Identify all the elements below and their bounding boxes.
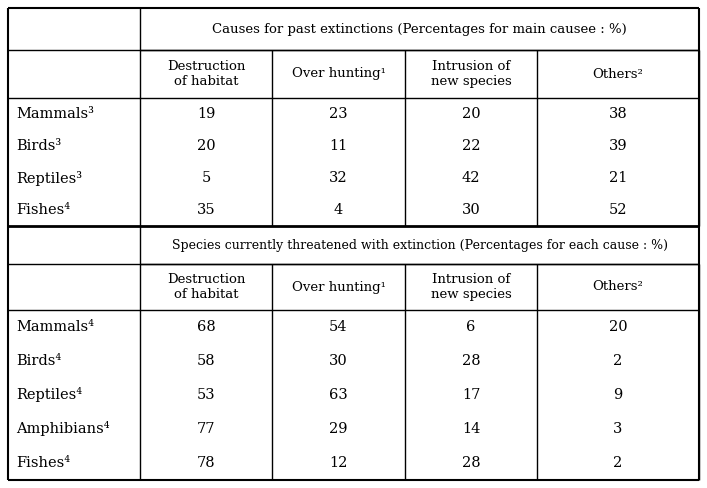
Text: Destruction
of habitat: Destruction of habitat [167,60,245,88]
Text: Over hunting¹: Over hunting¹ [291,67,385,81]
Text: 20: 20 [609,320,627,334]
Text: 6: 6 [467,320,476,334]
Text: 11: 11 [329,139,348,153]
Text: 68: 68 [197,320,216,334]
Text: 5: 5 [201,171,211,185]
Text: Causes for past extinctions (Percentages for main causee : %): Causes for past extinctions (Percentages… [212,22,627,36]
Text: Mammals⁴: Mammals⁴ [16,320,94,334]
Text: 17: 17 [462,388,480,402]
Text: Intrusion of
new species: Intrusion of new species [431,273,511,301]
Text: Over hunting¹: Over hunting¹ [291,281,385,293]
Text: Others²: Others² [592,67,643,81]
Text: 2: 2 [614,456,623,470]
Text: 53: 53 [197,388,216,402]
Text: 54: 54 [329,320,348,334]
Text: Fishes⁴: Fishes⁴ [16,203,70,217]
Text: 52: 52 [609,203,627,217]
Text: 77: 77 [197,422,215,436]
Text: 29: 29 [329,422,348,436]
Text: 58: 58 [197,354,216,368]
Text: 4: 4 [334,203,343,217]
Text: 21: 21 [609,171,627,185]
Text: Others²: Others² [592,281,643,293]
Text: 32: 32 [329,171,348,185]
Text: Reptiles³: Reptiles³ [16,170,82,185]
Text: 63: 63 [329,388,348,402]
Text: 22: 22 [462,139,480,153]
Text: 39: 39 [609,139,627,153]
Text: Amphibians⁴: Amphibians⁴ [16,422,110,436]
Text: 23: 23 [329,107,348,121]
Text: 30: 30 [462,203,480,217]
Text: 3: 3 [613,422,623,436]
Text: 28: 28 [462,456,480,470]
Text: Mammals³: Mammals³ [16,107,94,121]
Text: Intrusion of
new species: Intrusion of new species [431,60,511,88]
Text: 12: 12 [329,456,348,470]
Text: 20: 20 [462,107,480,121]
Text: 35: 35 [197,203,216,217]
Text: 28: 28 [462,354,480,368]
Text: 20: 20 [197,139,216,153]
Text: 38: 38 [609,107,627,121]
Text: 42: 42 [462,171,480,185]
Text: Fishes⁴: Fishes⁴ [16,456,70,470]
Text: Species currently threatened with extinction (Percentages for each cause : %): Species currently threatened with extinc… [172,239,667,251]
Text: 30: 30 [329,354,348,368]
Text: Birds³: Birds³ [16,139,62,153]
Text: 9: 9 [614,388,623,402]
Text: 14: 14 [462,422,480,436]
Text: Reptiles⁴: Reptiles⁴ [16,387,82,403]
Text: 19: 19 [197,107,215,121]
Text: 78: 78 [197,456,216,470]
Text: Birds⁴: Birds⁴ [16,354,62,368]
Text: Destruction
of habitat: Destruction of habitat [167,273,245,301]
Text: 2: 2 [614,354,623,368]
